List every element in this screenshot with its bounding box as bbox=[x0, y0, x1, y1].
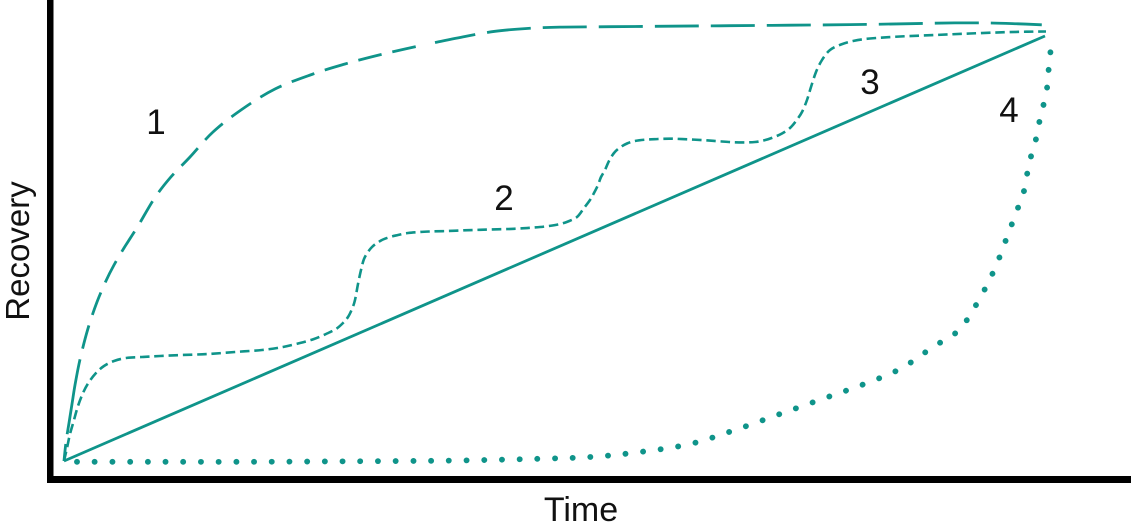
svg-text:2: 2 bbox=[494, 179, 513, 218]
svg-text:3: 3 bbox=[860, 63, 879, 102]
svg-text:Time: Time bbox=[544, 491, 618, 528]
svg-text:4: 4 bbox=[999, 91, 1018, 130]
svg-text:1: 1 bbox=[146, 103, 165, 142]
svg-text:Recovery: Recovery bbox=[0, 181, 36, 321]
